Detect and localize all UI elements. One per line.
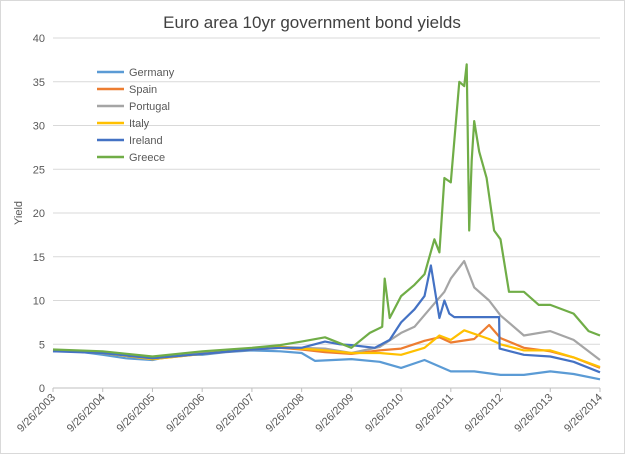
x-tick-label: 9/26/2013 xyxy=(512,392,555,435)
x-tick-label: 9/26/2011 xyxy=(413,392,456,435)
y-tick-label: 40 xyxy=(33,33,45,45)
x-tick-label: 9/26/2005 xyxy=(114,392,157,435)
legend: Germany Spain Portugal Italy Ireland Greece xyxy=(97,67,175,164)
x-tick-label: 9/26/2007 xyxy=(214,392,257,435)
x-tick-label: 9/26/2010 xyxy=(363,392,406,435)
legend-label-ireland: Ireland xyxy=(129,135,163,147)
y-tick-label: 20 xyxy=(33,208,45,220)
y-tick-label: 10 xyxy=(33,296,45,308)
series-line-germany xyxy=(53,349,601,381)
x-tick-label: 9/26/2006 xyxy=(164,392,207,435)
legend-label-italy: Italy xyxy=(129,118,150,130)
y-tick-label: 5 xyxy=(39,339,45,351)
legend-label-portugal: Portugal xyxy=(129,101,170,113)
x-tick-label: 9/26/2012 xyxy=(463,392,506,435)
y-axis-label: Yield xyxy=(13,201,25,225)
x-tick-label: 9/26/2008 xyxy=(264,392,307,435)
series-line-greece xyxy=(52,63,601,358)
y-tick-label: 25 xyxy=(33,164,45,176)
legend-label-germany: Germany xyxy=(129,67,175,79)
y-tick-label: 35 xyxy=(33,77,45,89)
y-tick-label: 0 xyxy=(39,383,45,395)
y-tick-label: 15 xyxy=(33,252,45,264)
chart-title: Euro area 10yr government bond yields xyxy=(163,13,461,32)
x-tick-label: 9/26/2014 xyxy=(562,392,605,435)
legend-label-greece: Greece xyxy=(129,152,165,164)
y-axis-ticks: 0 5 10 15 20 25 30 35 40 xyxy=(33,33,45,395)
data-series xyxy=(52,63,601,381)
y-tick-label: 30 xyxy=(33,121,45,133)
x-axis-ticks: 9/26/2003 9/26/2004 9/26/2005 9/26/2006 9/26… xyxy=(15,388,605,435)
x-tick-label: 9/26/2003 xyxy=(15,392,58,435)
x-tick-label: 9/26/2004 xyxy=(65,392,108,435)
gridlines xyxy=(53,37,600,389)
legend-label-spain: Spain xyxy=(129,84,157,96)
series-line-ireland xyxy=(52,264,601,374)
x-tick-label: 9/26/2009 xyxy=(313,392,356,435)
